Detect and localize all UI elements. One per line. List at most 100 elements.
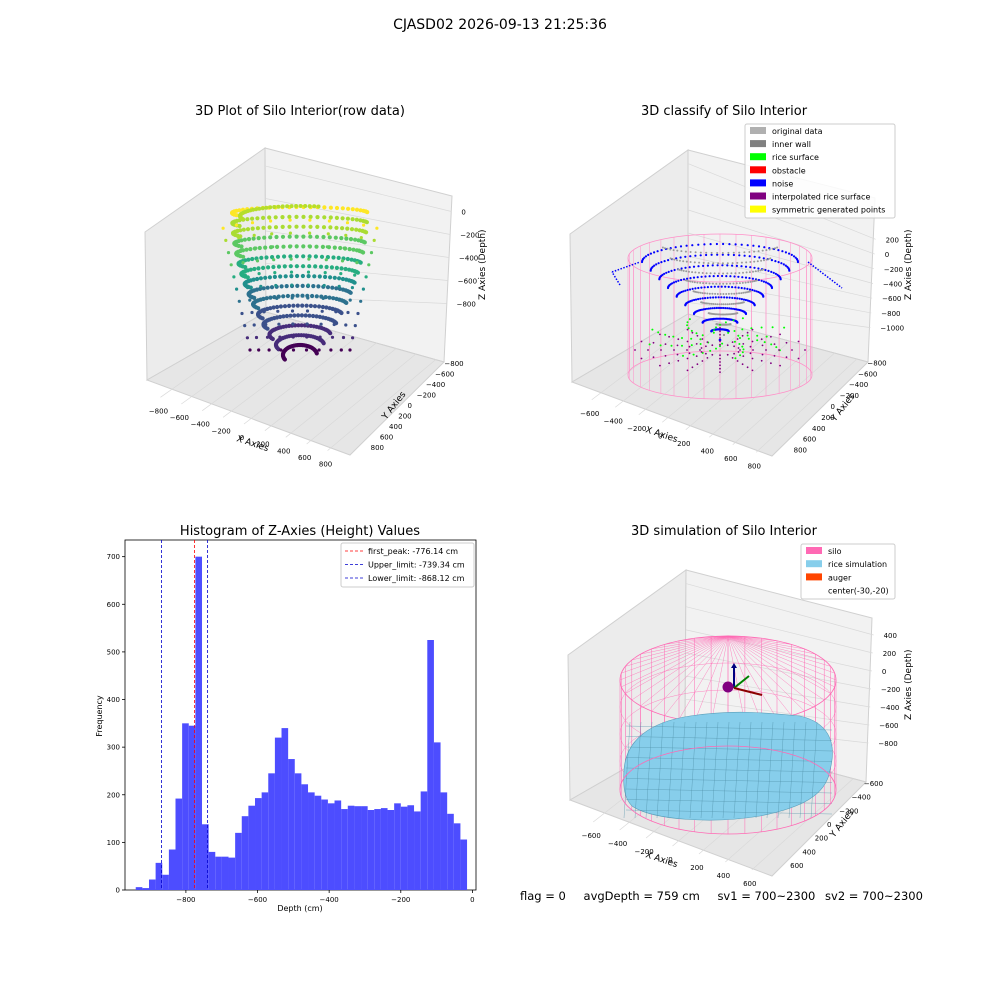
raw-point bbox=[266, 265, 271, 270]
noise-point bbox=[688, 266, 691, 269]
legend-label: center(-30,-20) bbox=[828, 587, 889, 596]
original-point bbox=[725, 293, 728, 295]
interpolated-point bbox=[695, 343, 698, 345]
interpolated-point bbox=[804, 349, 806, 351]
rice-surface-point bbox=[651, 328, 654, 331]
original-point bbox=[726, 262, 729, 265]
raw-point bbox=[239, 248, 243, 252]
silo-roof-line bbox=[727, 635, 778, 641]
z-tick-label: −1000 bbox=[880, 325, 904, 333]
raw-point bbox=[306, 274, 311, 279]
panel1-title: 3D Plot of Silo Interior(row data) bbox=[195, 104, 405, 119]
original-point bbox=[716, 293, 719, 295]
noise-point bbox=[721, 253, 724, 256]
panel2-y-ticks: 800 600 400 200 0 −200 −400 −600 −800 bbox=[794, 359, 887, 454]
noise-point bbox=[674, 246, 677, 249]
noise-point bbox=[726, 264, 729, 267]
noise-point bbox=[708, 275, 711, 278]
interpolated-point bbox=[647, 349, 649, 351]
original-point bbox=[716, 303, 719, 306]
raw-point bbox=[301, 264, 306, 269]
rice-surface-point bbox=[657, 331, 660, 334]
noise-point bbox=[790, 253, 793, 256]
interpolated-point bbox=[688, 352, 691, 355]
raw-point bbox=[327, 235, 332, 240]
silo-roof-line bbox=[727, 635, 778, 720]
raw-point bbox=[358, 218, 363, 223]
interpolated-point bbox=[746, 366, 749, 369]
raw-point bbox=[251, 207, 255, 212]
interpolated-point bbox=[719, 364, 721, 367]
x-tick-label: 0 bbox=[658, 432, 662, 440]
legend-frame bbox=[800, 543, 896, 600]
noise-point bbox=[735, 264, 739, 267]
raw-point bbox=[327, 219, 331, 223]
silo-roof-line bbox=[621, 635, 729, 688]
interpolated-point bbox=[779, 364, 781, 367]
interpolated-point bbox=[705, 345, 707, 348]
status-footer: flag = 0 avgDepth = 759 cm sv1 = 700~230… bbox=[520, 889, 937, 903]
noise-point bbox=[744, 298, 748, 302]
histogram-bar bbox=[175, 798, 183, 890]
noise-point bbox=[728, 243, 731, 246]
rice-mesh-line bbox=[625, 788, 833, 794]
legend-label: interpolated rice surface bbox=[772, 193, 870, 202]
noise-point bbox=[757, 267, 760, 270]
original-point bbox=[705, 251, 708, 254]
original-point bbox=[710, 251, 713, 254]
silo-roof-line bbox=[619, 635, 729, 681]
panel4-x-ticks: −600 −400 −200 0 200 400 600 bbox=[582, 832, 757, 888]
raw-point bbox=[264, 205, 269, 210]
original-point bbox=[703, 292, 706, 295]
original-point bbox=[744, 291, 747, 294]
silo-roof-line bbox=[710, 635, 729, 724]
noise-point bbox=[722, 242, 725, 246]
raw-point bbox=[294, 204, 299, 208]
x-tick-label: −600 bbox=[580, 410, 599, 418]
raw-point bbox=[345, 226, 350, 231]
raw-point bbox=[357, 228, 362, 233]
interpolated-point bbox=[737, 351, 740, 353]
legend-label: rice surface bbox=[772, 153, 819, 162]
legend-swatch bbox=[750, 153, 766, 161]
histogram-bar bbox=[407, 805, 415, 890]
original-point bbox=[691, 271, 694, 274]
x-tick-label: −200 bbox=[391, 896, 410, 904]
raw-point bbox=[322, 283, 326, 288]
raw-point bbox=[295, 293, 300, 298]
noise-point bbox=[742, 298, 746, 301]
noise-point bbox=[665, 271, 668, 274]
interpolated-point bbox=[751, 328, 754, 331]
raw-point bbox=[237, 223, 242, 229]
noise-point bbox=[752, 244, 755, 247]
noise-point bbox=[644, 255, 648, 258]
original-point bbox=[749, 261, 752, 263]
rice-surface-point bbox=[770, 343, 773, 346]
panel2-x-ticks: −600 −400 −200 0 200 400 600 800 bbox=[580, 410, 761, 471]
rice-surface-point bbox=[709, 349, 712, 352]
raw-point bbox=[316, 284, 321, 289]
noise-point bbox=[694, 298, 698, 301]
raw-point bbox=[332, 275, 337, 280]
raw-point bbox=[329, 348, 333, 352]
original-point bbox=[732, 282, 735, 285]
rice-surface-point bbox=[760, 326, 763, 329]
original-point bbox=[743, 251, 746, 254]
raw-point bbox=[353, 273, 357, 277]
rice-mesh-line bbox=[810, 721, 818, 819]
noise-point bbox=[692, 276, 696, 279]
raw-point bbox=[261, 225, 266, 230]
noise-point bbox=[667, 259, 670, 262]
silo-roof-line bbox=[727, 635, 831, 667]
raw-point bbox=[282, 254, 287, 259]
raw-point bbox=[280, 204, 285, 209]
y-tick-label: −200 bbox=[839, 807, 858, 815]
noise-point bbox=[649, 252, 653, 255]
original-point bbox=[754, 279, 757, 282]
raw-point bbox=[265, 326, 270, 331]
raw-point bbox=[288, 313, 293, 318]
raw-point bbox=[282, 264, 287, 269]
noise-point bbox=[725, 275, 728, 278]
noise-point bbox=[736, 297, 739, 300]
histogram-legend: first_peak: -776.14 cm Upper_limit: -739.… bbox=[340, 542, 475, 588]
